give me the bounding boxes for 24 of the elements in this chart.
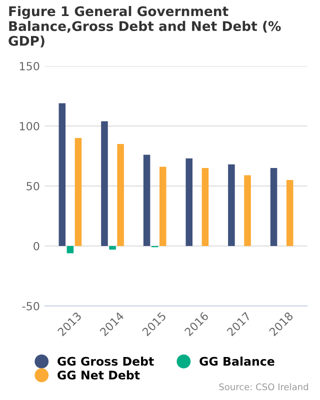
bar (143, 154, 150, 246)
y-tick-label: 100 (20, 122, 40, 130)
legend-label: GG Gross Debt (58, 356, 154, 366)
chart-title: Figure 1 General Government Balance,Gross Debt and Net Debt (% GDP) (8, 6, 281, 48)
source-note: Source: CSO Ireland (219, 383, 308, 390)
bar (117, 144, 124, 246)
legend-label: GG Net Debt (58, 370, 140, 380)
bar (74, 138, 82, 246)
bar (270, 168, 278, 246)
bar (66, 246, 74, 254)
bar (101, 121, 108, 246)
y-tick-label: 0 (34, 242, 40, 250)
y-tick-label: 150 (20, 62, 40, 70)
legend-label: GG Balance (200, 356, 274, 366)
bar (109, 246, 116, 250)
bar (228, 164, 235, 246)
bar (202, 168, 209, 246)
bar (186, 158, 193, 246)
bar (286, 180, 294, 246)
bar (244, 175, 251, 246)
bar (159, 166, 166, 246)
bar (58, 103, 66, 246)
y-tick-label: 50 (26, 182, 40, 190)
y-tick-label: -50 (22, 302, 40, 310)
